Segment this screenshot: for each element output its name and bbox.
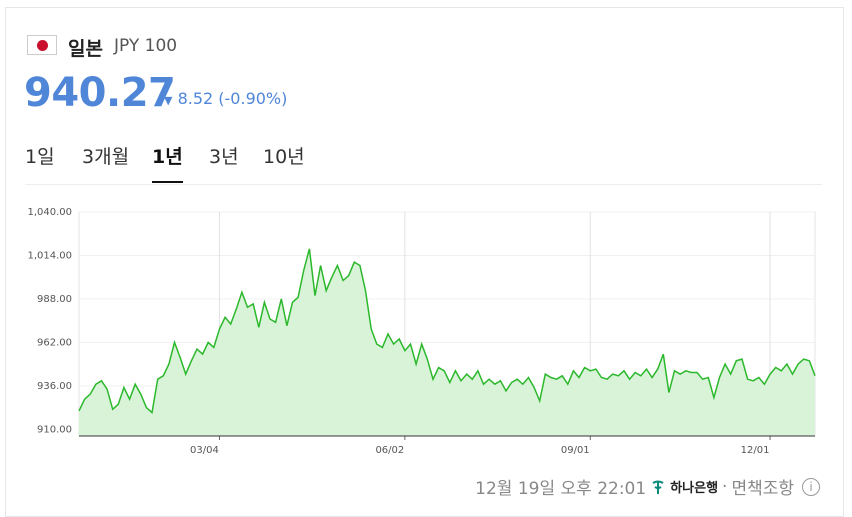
x-tick-label: 06/02 <box>375 445 404 456</box>
bank-logo <box>652 480 664 494</box>
down-arrow: ▼ <box>164 94 173 107</box>
area <box>79 248 815 436</box>
disclaimer-link[interactable]: 면책조항 <box>731 479 794 499</box>
currency-code: JPY 100 <box>114 36 178 56</box>
country-name: 일본 <box>68 38 103 60</box>
info-icon[interactable]: i <box>802 477 820 496</box>
chart: 910.00 936.00 962.00 988.00 1,014.00 1,040.00… <box>27 207 816 456</box>
y-tick-label: 1,014.00 <box>27 250 72 261</box>
x-tick-label: 12/01 <box>741 445 770 456</box>
timestamp: 12월 19일 오후 22:01 <box>475 479 647 499</box>
separator: · <box>722 476 728 497</box>
change: ▼ 8.52 (-0.90%) <box>164 89 287 108</box>
y-tick-label: 988.00 <box>37 294 72 305</box>
change-percent: (-0.90%) <box>218 89 288 108</box>
price: 940.27 <box>24 70 176 116</box>
y-tick-label: 910.00 <box>37 424 72 435</box>
period-tab[interactable]: 3개월 <box>82 146 130 168</box>
period-tab[interactable]: 1일 <box>25 146 55 168</box>
bank-name: 하나은행 <box>670 481 719 496</box>
period-tab[interactable]: 1년 <box>152 142 183 183</box>
footer: 12월 19일 오후 22:01 하나은행 · 면책조항 i <box>475 474 820 499</box>
period-tab[interactable]: 10년 <box>263 146 305 168</box>
x-tick-label: 09/01 <box>561 445 590 456</box>
period-tabs: 1일 3개월 1년 3년 10년 <box>25 140 822 185</box>
x-tick-label: 03/04 <box>190 445 219 456</box>
line <box>78 248 816 415</box>
flag-icon <box>27 35 57 55</box>
y-tick-label: 1,040.00 <box>27 207 72 218</box>
change-value: 8.52 <box>177 89 214 108</box>
y-tick-label: 962.00 <box>37 337 72 348</box>
period-tab[interactable]: 3년 <box>209 146 239 168</box>
y-tick-label: 936.00 <box>37 381 72 392</box>
